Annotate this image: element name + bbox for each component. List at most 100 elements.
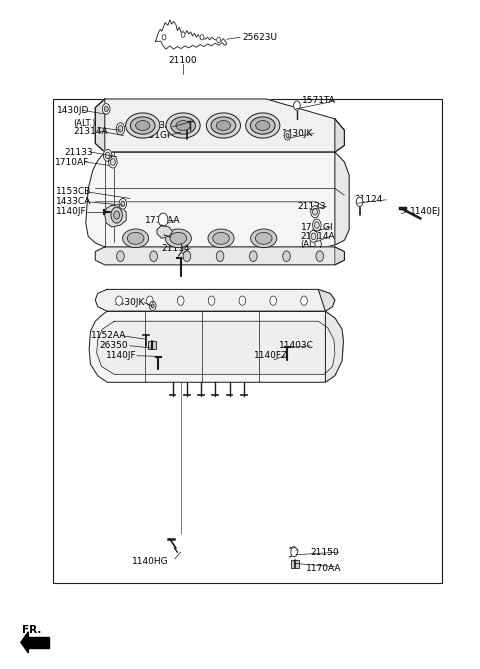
Circle shape [162, 35, 166, 40]
Text: 1710AF: 1710AF [55, 157, 89, 167]
Text: 1140FZ: 1140FZ [254, 351, 288, 360]
Ellipse shape [255, 232, 272, 244]
Polygon shape [157, 225, 173, 238]
Circle shape [111, 207, 122, 223]
Ellipse shape [206, 113, 240, 138]
Circle shape [114, 211, 120, 219]
Circle shape [116, 296, 122, 305]
Polygon shape [96, 99, 344, 152]
Text: 1153AC: 1153AC [143, 121, 178, 130]
Circle shape [301, 296, 307, 305]
Text: 21314A: 21314A [301, 232, 336, 242]
Ellipse shape [176, 120, 190, 130]
Circle shape [356, 197, 363, 207]
Circle shape [149, 301, 156, 310]
Text: 21314A: 21314A [73, 127, 108, 136]
Circle shape [181, 32, 185, 37]
Text: (ALT.): (ALT.) [73, 119, 96, 128]
Circle shape [312, 209, 317, 215]
Circle shape [239, 296, 246, 305]
Polygon shape [96, 99, 105, 152]
Polygon shape [96, 290, 335, 311]
Text: 1571TA: 1571TA [301, 96, 336, 106]
Text: 21133: 21133 [64, 148, 93, 157]
Text: 25623U: 25623U [242, 33, 277, 41]
Ellipse shape [131, 117, 155, 134]
Polygon shape [21, 632, 28, 653]
Polygon shape [335, 152, 349, 245]
Polygon shape [105, 205, 126, 227]
Circle shape [309, 230, 318, 242]
Text: 1153CB: 1153CB [56, 187, 92, 197]
Text: 1751GI: 1751GI [138, 131, 170, 140]
Polygon shape [325, 311, 343, 382]
Circle shape [284, 131, 291, 140]
Bar [291, 560, 299, 568]
Circle shape [314, 221, 319, 228]
Text: 1152AA: 1152AA [91, 331, 126, 341]
Circle shape [270, 296, 276, 305]
Circle shape [118, 126, 123, 132]
Text: (ALT.): (ALT.) [301, 240, 323, 250]
Text: 1140EJ: 1140EJ [410, 207, 441, 215]
Ellipse shape [170, 232, 187, 244]
Circle shape [311, 206, 319, 217]
Circle shape [116, 123, 125, 134]
Circle shape [119, 199, 127, 209]
Text: 1430JK: 1430JK [114, 298, 145, 307]
Polygon shape [96, 247, 344, 265]
Ellipse shape [166, 113, 200, 138]
Circle shape [316, 251, 324, 262]
Circle shape [216, 251, 224, 262]
Text: 1140HG: 1140HG [132, 557, 168, 566]
Ellipse shape [208, 229, 234, 248]
Ellipse shape [136, 120, 150, 130]
Text: 1751GI: 1751GI [301, 223, 333, 231]
Circle shape [108, 156, 117, 168]
Text: 21124: 21124 [354, 195, 382, 204]
Circle shape [291, 547, 298, 557]
Text: 1140JF: 1140JF [56, 207, 87, 216]
Ellipse shape [122, 229, 149, 248]
Circle shape [146, 296, 153, 305]
Circle shape [183, 251, 191, 262]
Text: FR.: FR. [22, 626, 41, 636]
Circle shape [208, 296, 215, 305]
Circle shape [110, 159, 115, 165]
Bar [148, 341, 156, 349]
Text: 11403C: 11403C [279, 341, 314, 351]
Ellipse shape [256, 120, 270, 130]
Text: 1710AA: 1710AA [145, 216, 180, 225]
Text: 21114: 21114 [162, 244, 190, 253]
Polygon shape [86, 152, 349, 247]
Text: 1170AA: 1170AA [305, 563, 341, 573]
Circle shape [178, 296, 184, 305]
Ellipse shape [213, 232, 229, 244]
Circle shape [151, 304, 154, 308]
Circle shape [102, 104, 110, 114]
Ellipse shape [251, 229, 277, 248]
Circle shape [103, 149, 112, 161]
Circle shape [217, 37, 220, 43]
Polygon shape [89, 311, 343, 382]
Circle shape [250, 251, 257, 262]
Polygon shape [26, 637, 49, 648]
Ellipse shape [171, 117, 195, 134]
Circle shape [150, 251, 157, 262]
Ellipse shape [251, 117, 275, 134]
Ellipse shape [127, 232, 144, 244]
Circle shape [117, 251, 124, 262]
Text: 1430JK: 1430JK [282, 129, 313, 138]
Text: 21100: 21100 [169, 56, 197, 65]
Circle shape [294, 101, 300, 110]
Ellipse shape [165, 229, 192, 248]
Text: 21133: 21133 [297, 202, 325, 211]
Circle shape [311, 233, 316, 240]
Ellipse shape [126, 113, 160, 138]
Circle shape [312, 219, 321, 231]
Bar [53, 99, 442, 583]
Ellipse shape [246, 113, 280, 138]
Polygon shape [96, 321, 335, 375]
Text: 1433CA: 1433CA [56, 197, 92, 206]
Circle shape [286, 134, 289, 137]
